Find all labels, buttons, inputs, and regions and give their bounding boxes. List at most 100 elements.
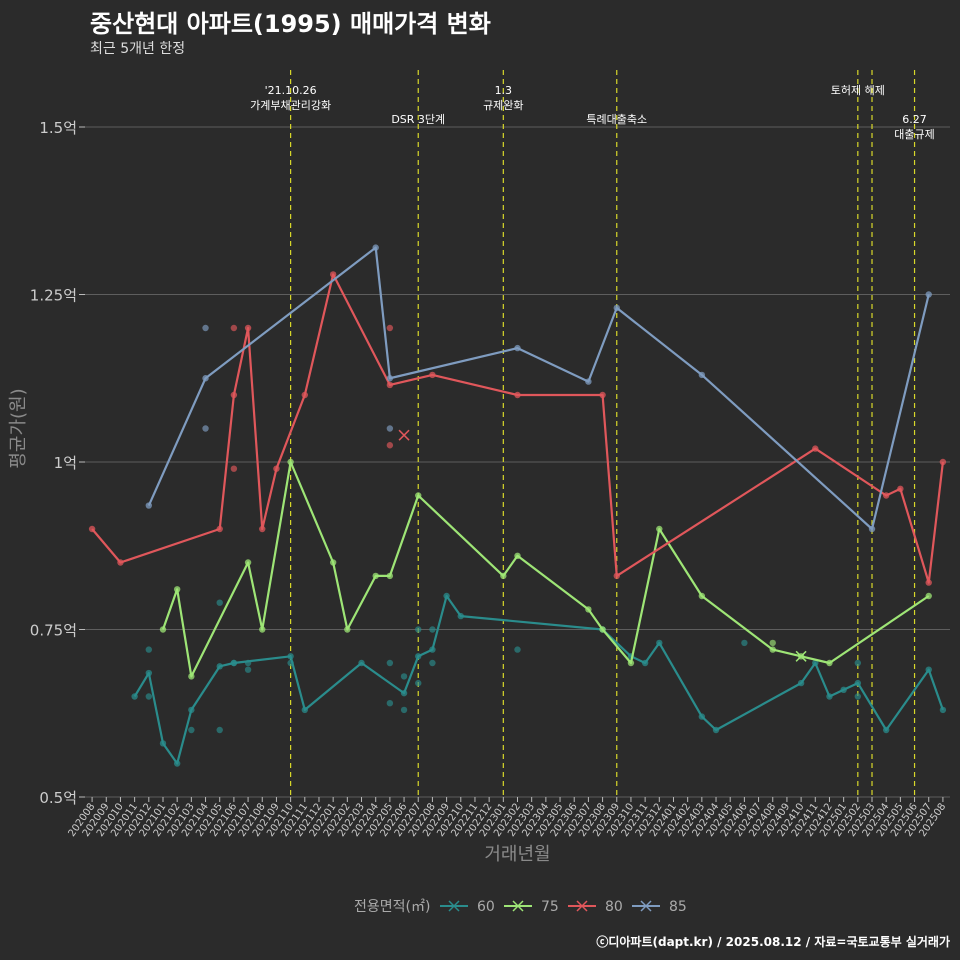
data-point-85 xyxy=(202,324,209,332)
data-point-60 xyxy=(400,673,408,680)
y-tick-label: 1.25억 xyxy=(30,287,77,305)
data-point-60 xyxy=(882,726,890,734)
chart-subtitle: 최근 5개년 한정 xyxy=(90,41,186,57)
data-point-75 xyxy=(159,626,167,633)
data-point-75 xyxy=(769,639,776,647)
data-point-60 xyxy=(514,646,521,653)
data-point-75 xyxy=(188,673,195,680)
series-line-85 xyxy=(147,246,930,531)
data-point-60 xyxy=(188,706,195,714)
legend-label-80: 80 xyxy=(605,899,623,915)
event-label: 규제완화 xyxy=(483,99,523,112)
data-point-60 xyxy=(840,686,847,693)
y-tick-label: 1.5억 xyxy=(39,119,77,137)
data-point-75 xyxy=(173,586,181,593)
data-point-60 xyxy=(457,612,464,620)
data-point-60 xyxy=(358,659,365,667)
data-point-75 xyxy=(769,646,776,653)
data-point-60 xyxy=(429,659,436,667)
data-point-60 xyxy=(854,693,862,700)
series-line-80 xyxy=(91,273,945,584)
data-point-60 xyxy=(145,646,153,653)
event-label: 토허제 해제 xyxy=(831,83,885,97)
data-point-75 xyxy=(415,492,422,499)
data-point-80 xyxy=(386,381,394,389)
data-point-60 xyxy=(939,706,947,714)
event-label: DSR 3단계 xyxy=(391,113,445,126)
legend-title: 전용면적(㎡) xyxy=(354,899,430,915)
data-point-85 xyxy=(202,425,209,432)
data-point-60 xyxy=(301,706,308,714)
data-point-60 xyxy=(415,653,422,660)
event-label: 1.3 xyxy=(495,84,513,97)
cross-marker xyxy=(795,650,807,662)
x-axis-title: 거래년월 xyxy=(484,844,550,865)
event-label: 가계부채관리강화 xyxy=(250,99,331,112)
event-label: 대출규제 xyxy=(894,128,934,141)
data-point-80 xyxy=(882,492,890,499)
chart-title: 중산현대 아파트(1995) 매매가격 변화 xyxy=(90,10,491,38)
data-point-60 xyxy=(159,740,167,747)
data-point-80 xyxy=(329,271,337,278)
data-point-85 xyxy=(613,304,620,312)
data-point-80 xyxy=(599,391,606,399)
y-axis-title: 평균가(원) xyxy=(8,388,29,468)
cross-marker xyxy=(576,900,588,912)
data-point-60 xyxy=(429,626,436,633)
data-point-60 xyxy=(131,693,138,700)
data-point-60 xyxy=(145,693,153,700)
data-point-75 xyxy=(344,626,351,633)
cross-marker xyxy=(512,900,524,912)
data-point-75 xyxy=(599,626,606,633)
data-point-60 xyxy=(287,659,294,667)
data-point-80 xyxy=(386,442,394,449)
cross-marker xyxy=(640,900,652,912)
y-tick-label: 0.75억 xyxy=(30,622,77,640)
data-point-85 xyxy=(372,244,379,251)
data-point-80 xyxy=(897,485,904,492)
data-point-80 xyxy=(429,371,436,379)
data-point-75 xyxy=(585,606,592,613)
data-point-60 xyxy=(216,663,223,670)
data-point-60 xyxy=(797,679,805,687)
data-point-80 xyxy=(259,525,266,533)
legend-label-75: 75 xyxy=(541,899,559,915)
data-point-75 xyxy=(698,592,706,600)
data-point-60 xyxy=(216,599,223,606)
data-point-75 xyxy=(287,458,294,466)
data-point-80 xyxy=(939,458,947,466)
data-point-85 xyxy=(925,291,932,298)
data-point-60 xyxy=(656,639,663,647)
data-point-75 xyxy=(386,572,394,580)
event-label: 6.27 xyxy=(902,113,927,126)
data-point-60 xyxy=(287,653,294,660)
legend-label-60: 60 xyxy=(477,899,495,915)
data-point-85 xyxy=(868,525,876,533)
data-point-75 xyxy=(514,552,521,559)
data-point-85 xyxy=(386,425,394,432)
data-point-80 xyxy=(386,324,394,332)
data-point-60 xyxy=(386,659,394,667)
data-point-75 xyxy=(329,559,337,566)
series-line-75 xyxy=(161,460,930,678)
y-tick-label: 1억 xyxy=(54,454,77,472)
data-point-85 xyxy=(698,371,706,379)
data-point-75 xyxy=(656,525,663,533)
data-point-60 xyxy=(698,713,706,720)
data-point-60 xyxy=(429,646,436,653)
event-label: '21.10.26 xyxy=(265,84,317,97)
data-point-60 xyxy=(415,679,422,687)
data-point-75 xyxy=(500,572,507,580)
data-point-75 xyxy=(244,559,252,566)
data-point-75 xyxy=(259,626,266,633)
cross-marker xyxy=(448,900,460,912)
event-label: 특례대출축소 xyxy=(586,113,647,126)
legend-label-85: 85 xyxy=(669,899,687,915)
data-point-80 xyxy=(230,391,238,399)
data-point-80 xyxy=(925,579,932,586)
data-point-75 xyxy=(372,572,379,580)
cross-marker xyxy=(398,429,410,441)
data-point-80 xyxy=(613,572,620,580)
data-point-60 xyxy=(415,626,422,633)
data-point-80 xyxy=(117,559,124,566)
